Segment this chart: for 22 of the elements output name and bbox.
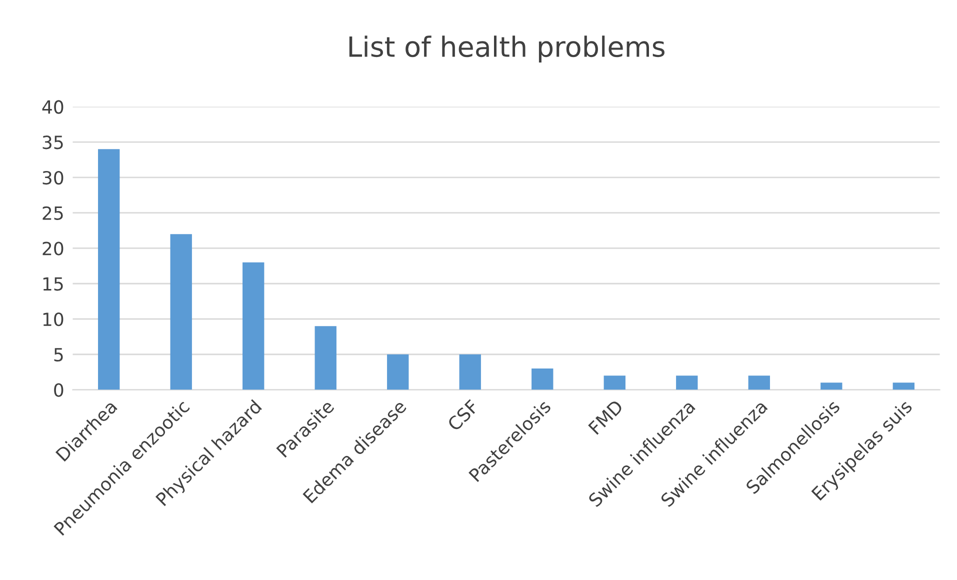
bar bbox=[820, 382, 842, 390]
bar bbox=[532, 368, 554, 390]
bar bbox=[98, 149, 120, 390]
y-tick-label: 25 bbox=[42, 206, 63, 220]
y-tick-label: 10 bbox=[43, 312, 64, 326]
y-tick-label: 20 bbox=[42, 242, 64, 256]
y-tick-label: 15 bbox=[43, 277, 63, 291]
y-tick-label: 30 bbox=[42, 170, 64, 185]
bar bbox=[676, 376, 698, 390]
y-tick-label: 5 bbox=[54, 348, 63, 362]
bar bbox=[242, 262, 264, 390]
bar bbox=[604, 376, 626, 390]
y-tick-label: 0 bbox=[54, 383, 64, 397]
bar bbox=[387, 354, 409, 390]
bar bbox=[748, 376, 770, 390]
bar bbox=[314, 326, 336, 390]
bar bbox=[459, 354, 481, 390]
chart-title: List of health problems bbox=[349, 36, 664, 62]
y-tick-label: 40 bbox=[42, 100, 64, 114]
y-tick-label: 35 bbox=[42, 136, 63, 150]
bar bbox=[892, 382, 914, 390]
bar bbox=[170, 234, 192, 390]
